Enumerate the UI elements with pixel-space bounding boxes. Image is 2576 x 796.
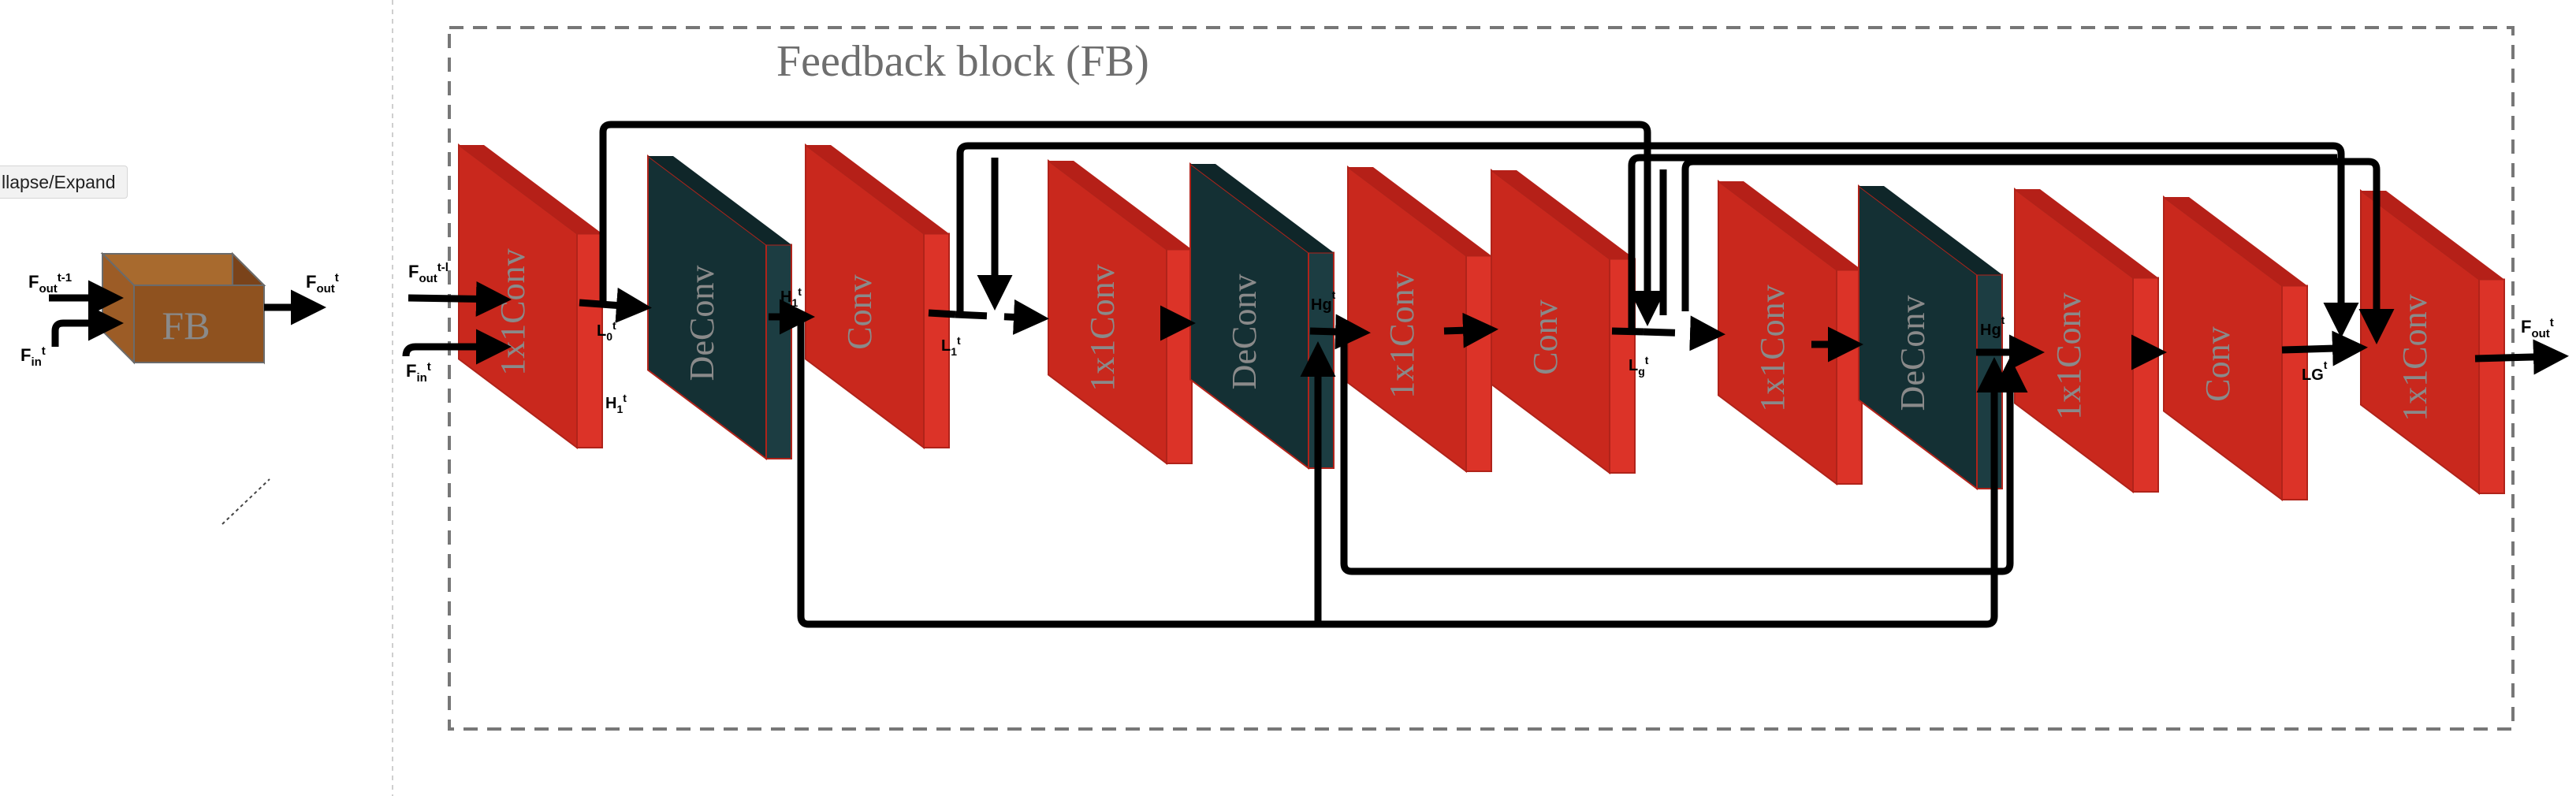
skip-lg2-to-lG (1681, 158, 2395, 344)
arrow-hg1 (1309, 314, 1371, 350)
arrow-fin-in (402, 329, 512, 365)
label-hg2: Hgt (1980, 314, 2005, 339)
layer-7-conv: Conv (1491, 169, 1636, 474)
layer-12-label: 1x1Conv (2395, 294, 2434, 421)
label-l0: L0t (597, 319, 616, 343)
arrow-fout-out (2474, 339, 2569, 375)
mini-in2-arrow (51, 305, 124, 347)
layer-10-1x1conv: 1x1Conv (2014, 188, 2159, 493)
arrow-lg-dashed (1643, 315, 1725, 352)
arrow-l1-dashed (955, 299, 1049, 335)
layer-5-deconv: DeConv (1189, 162, 1335, 470)
layer-10-label: 1x1Conv (2049, 292, 2088, 419)
layer-5-label: DeConv (1225, 274, 1264, 390)
main-flow-arrows (402, 281, 2569, 375)
layer-2-deconv: DeConv (647, 154, 792, 460)
fb-mini-label: FB (162, 303, 210, 348)
label-fout-prev: Foutt-l (408, 261, 449, 285)
label-fout: Foutt (2521, 316, 2554, 340)
layer-stack: 1x1Conv DeConv Conv 1x1Conv DeConv 1x1Conv Con… (458, 143, 2505, 501)
layer-9-label: DeConv (1893, 296, 1932, 411)
arrow-c6-c7 (1443, 312, 1498, 348)
layer-8-label: 1x1Conv (1753, 285, 1792, 411)
label-lg: Lgt (1629, 354, 1649, 378)
label-l1: L1t (941, 334, 961, 358)
layer-11-conv: Conv (2163, 195, 2308, 501)
layer-11-label: Conv (2198, 326, 2237, 401)
mini-in2-label: Fint (20, 344, 46, 369)
arrow-lG (2281, 330, 2368, 366)
layer-6-label: 1x1Conv (1383, 271, 1421, 398)
skip-lg-to-lG (1628, 154, 2337, 331)
fb-mini-block[interactable]: FB (100, 251, 266, 365)
skip-hg1-to-hg2 (1340, 335, 2028, 575)
feedback-block-title: Feedback block (FB) (776, 37, 1149, 86)
layer-1-label: 1x1Conv (493, 248, 532, 375)
label-fin: Fint (406, 360, 431, 385)
collapse-expand-tooltip: llapse/Expand (0, 166, 128, 199)
layer-12-1x1conv: 1x1Conv (2360, 189, 2505, 495)
mini-out-label: Foutt (306, 271, 339, 296)
layer-3-conv: Conv (805, 143, 950, 449)
label-h1-below: H1t (605, 392, 627, 415)
skip-l1-to-lG (956, 142, 2359, 338)
label-h1: H1t (780, 285, 802, 309)
layer-2-label: DeConv (683, 266, 721, 381)
layer-1-1x1conv: 1x1Conv (458, 143, 603, 449)
feedback-block-border (448, 26, 2515, 731)
layer-6-1x1conv: 1x1Conv (1347, 166, 1492, 473)
layer-3-label: Conv (840, 274, 879, 349)
mini-in1-label: Foutt-1 (28, 271, 72, 296)
mini-dashed-line (221, 478, 270, 525)
label-lG: LGt (2302, 359, 2328, 384)
arrow-fout-prev-in (408, 281, 512, 317)
layer-4-1x1conv: 1x1Conv (1048, 159, 1193, 465)
skip-h1-to-hg2 (797, 318, 2012, 628)
label-hg1: Hgt (1311, 288, 1336, 314)
skip-connections (599, 121, 2395, 628)
arrow-l0 (579, 287, 652, 323)
skip-l0-to-lg (599, 121, 1666, 326)
layer-7-label: Conv (1526, 299, 1565, 374)
arrow-l1-solid (928, 309, 956, 318)
layer-8-1x1conv: 1x1Conv (1718, 180, 1863, 485)
layer-4-label: 1x1Conv (1083, 264, 1122, 391)
arrow-lg-solid (1611, 327, 1644, 336)
